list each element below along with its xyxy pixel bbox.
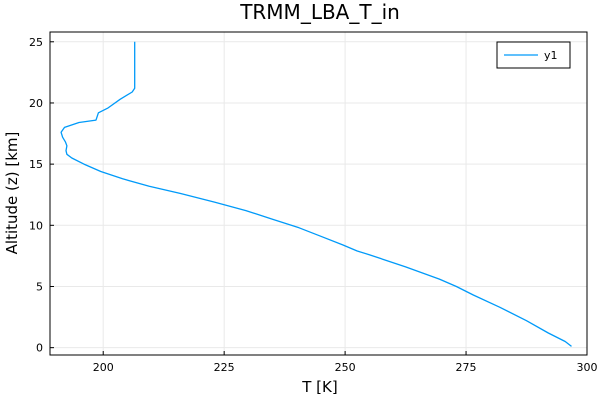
series-line-y1	[60, 41, 572, 347]
y-tick-label: 15	[29, 158, 43, 171]
x-tick-label: 250	[335, 361, 356, 374]
x-tick-label: 300	[577, 361, 598, 374]
series-layer	[60, 41, 572, 347]
y-tick-label: 5	[36, 280, 43, 293]
x-axis-label: T [K]	[301, 378, 337, 396]
y-tick-label: 20	[29, 97, 43, 110]
tick-layer: 200 225 250 275 300 0 5 10 15 20 25	[29, 36, 598, 374]
legend-label: y1	[544, 49, 558, 62]
y-axis-label: Altitude (z) [km]	[3, 132, 21, 255]
y-tick-label: 10	[29, 219, 43, 232]
y-tick-label: 25	[29, 36, 43, 49]
x-tick-label: 225	[214, 361, 235, 374]
plot-frame	[49, 31, 588, 356]
grid-layer	[50, 32, 588, 355]
y-tick-label: 0	[36, 342, 43, 355]
legend: y1	[496, 41, 571, 69]
x-tick-label: 200	[93, 361, 114, 374]
x-tick-label: 275	[456, 361, 477, 374]
chart-title: TRMM_LBA_T_in	[239, 0, 400, 24]
